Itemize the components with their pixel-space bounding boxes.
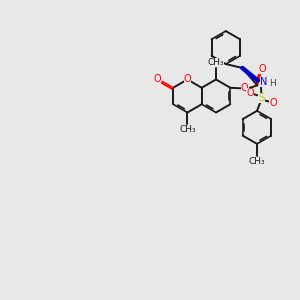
Text: O: O	[184, 74, 191, 85]
Text: S: S	[258, 93, 265, 103]
Text: O: O	[258, 64, 266, 74]
Text: N: N	[260, 77, 268, 87]
Text: O: O	[154, 74, 161, 84]
Text: O: O	[241, 83, 248, 93]
Text: H: H	[269, 79, 275, 88]
Text: CH₃: CH₃	[249, 157, 265, 166]
Text: CH₃: CH₃	[208, 58, 224, 67]
Text: CH₃: CH₃	[179, 125, 196, 134]
Text: O: O	[269, 98, 277, 108]
Text: O: O	[246, 88, 254, 98]
